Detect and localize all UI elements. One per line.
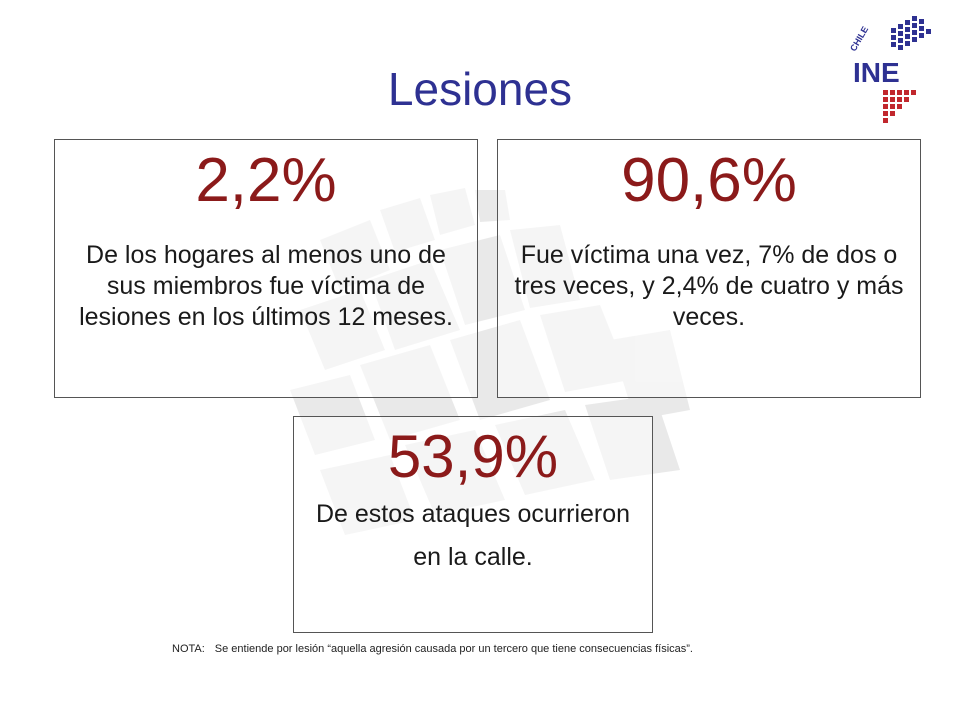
stat-value: 53,9% [387, 423, 559, 490]
footnote-text: Se entiende por lesión “aquella agresión… [214, 643, 693, 655]
stat-description: Fue víctima una vez, 7% de dos o tres ve… [514, 241, 904, 331]
stat-value: 2,2% [195, 146, 337, 215]
slide-title: Lesiones [387, 63, 573, 115]
stat-value: 90,6% [621, 146, 797, 215]
stat-card-frequency: 90,6% Fue víctima una vez, 7% de dos o t… [497, 139, 921, 398]
stat-card-street: 53,9% De estos ataques ocurrieron en la … [293, 416, 653, 633]
logo-name-text: INE [853, 57, 900, 88]
stat-description-line2: en la calle. [413, 543, 533, 571]
stat-description-line1: De estos ataques ocurrieron [315, 500, 631, 528]
footnote-label: NOTA: [172, 643, 205, 655]
footnote: NOTA: Se entiende por lesión “aquella agr… [172, 643, 693, 655]
ine-logo: CHILE INE [848, 16, 931, 123]
stat-description: De los hogares al menos uno de sus miemb… [79, 241, 453, 331]
stat-card-households: 2,2% De los hogares al menos uno de sus … [54, 139, 478, 398]
logo-country-text: CHILE [848, 25, 870, 53]
